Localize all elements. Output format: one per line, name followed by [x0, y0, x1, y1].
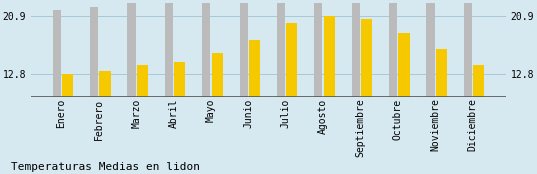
Text: 14.0: 14.0: [474, 71, 483, 91]
Bar: [174, 62, 185, 97]
Bar: [137, 65, 148, 97]
Bar: [361, 19, 372, 97]
Bar: [53, 10, 61, 97]
Text: Temperaturas Medias en lidon: Temperaturas Medias en lidon: [11, 162, 200, 172]
Bar: [277, 0, 285, 97]
Bar: [314, 0, 323, 97]
Bar: [99, 71, 111, 97]
Text: 15.7: 15.7: [213, 65, 222, 85]
Text: 17.6: 17.6: [250, 58, 259, 78]
Text: 16.3: 16.3: [437, 63, 446, 83]
Bar: [426, 0, 434, 97]
Bar: [352, 0, 360, 97]
Bar: [165, 0, 173, 97]
Bar: [90, 7, 98, 97]
Bar: [389, 0, 397, 97]
Bar: [436, 49, 447, 97]
Bar: [286, 23, 297, 97]
Text: 12.8: 12.8: [63, 76, 72, 96]
Text: 14.4: 14.4: [175, 70, 184, 90]
Text: 14.0: 14.0: [138, 71, 147, 91]
Text: 13.2: 13.2: [100, 74, 110, 94]
Bar: [240, 0, 248, 97]
Text: 18.5: 18.5: [400, 55, 409, 75]
Bar: [127, 1, 136, 97]
Bar: [62, 74, 73, 97]
Bar: [398, 33, 410, 97]
Bar: [473, 65, 484, 97]
Text: 20.5: 20.5: [362, 48, 371, 68]
Bar: [324, 16, 335, 97]
Bar: [212, 53, 223, 97]
Bar: [464, 1, 472, 97]
Text: 20.9: 20.9: [325, 47, 333, 67]
Bar: [202, 0, 211, 97]
Bar: [249, 40, 260, 97]
Text: 20.0: 20.0: [287, 50, 296, 70]
